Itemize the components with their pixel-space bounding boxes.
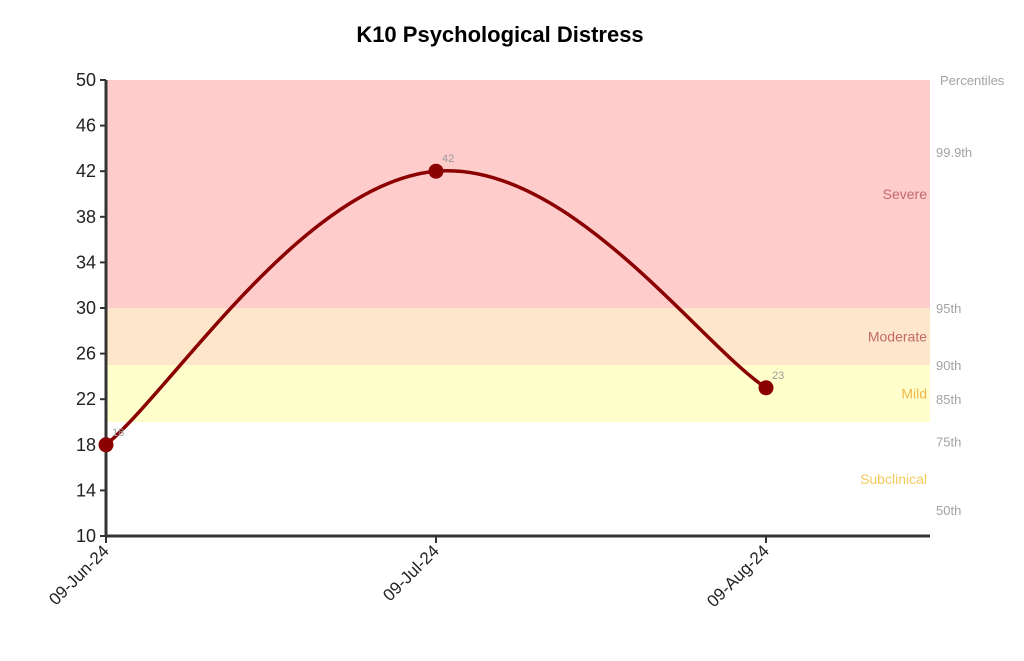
x-tick-label: 09-Jun-24 [45,541,113,609]
y-tick-label: 46 [76,116,96,136]
percentiles-header: Percentiles [940,73,1005,88]
band-label-subclinical: Subclinical [860,471,927,487]
percentile-label: 95th [936,301,961,316]
y-tick-label: 14 [76,480,96,500]
band-subclinical [106,422,930,536]
band-label-moderate: Moderate [868,329,927,345]
series-layer: 18 42 23 [98,153,784,453]
percentile-label: 85th [936,392,961,407]
percentile-label: 50th [936,503,961,518]
y-tick-label: 26 [76,344,96,364]
percentile-label: 75th [936,434,961,449]
y-tick-label: 22 [76,389,96,409]
band-moderate [106,308,930,365]
data-point[interactable] [758,380,774,396]
band-layer [106,80,930,536]
x-tick-label: 09-Jul-24 [379,541,443,605]
data-point-label: 23 [772,370,784,382]
data-point[interactable] [98,437,114,453]
y-tick-label: 18 [76,435,96,455]
y-tick-label: 42 [76,161,96,181]
labels-layer: Severe Moderate Mild Subclinical Percentiles… [860,73,1005,518]
y-tick-label: 38 [76,207,96,227]
band-label-mild: Mild [901,386,927,402]
percentile-label: 99.9th [936,145,972,160]
y-tick-label: 34 [76,252,96,272]
data-point-label: 18 [112,427,124,439]
x-tick-label: 09-Aug-24 [703,541,773,611]
band-label-severe: Severe [883,186,928,202]
data-point-label: 42 [442,153,454,165]
y-tick-label: 10 [76,526,96,546]
chart-title: K10 Psychological Distress [356,22,643,47]
y-tick-label: 30 [76,298,96,318]
y-tick-label: 50 [76,70,96,90]
data-point[interactable] [428,163,444,179]
band-mild [106,365,930,422]
band-severe [106,80,930,308]
percentile-label: 90th [936,358,961,373]
